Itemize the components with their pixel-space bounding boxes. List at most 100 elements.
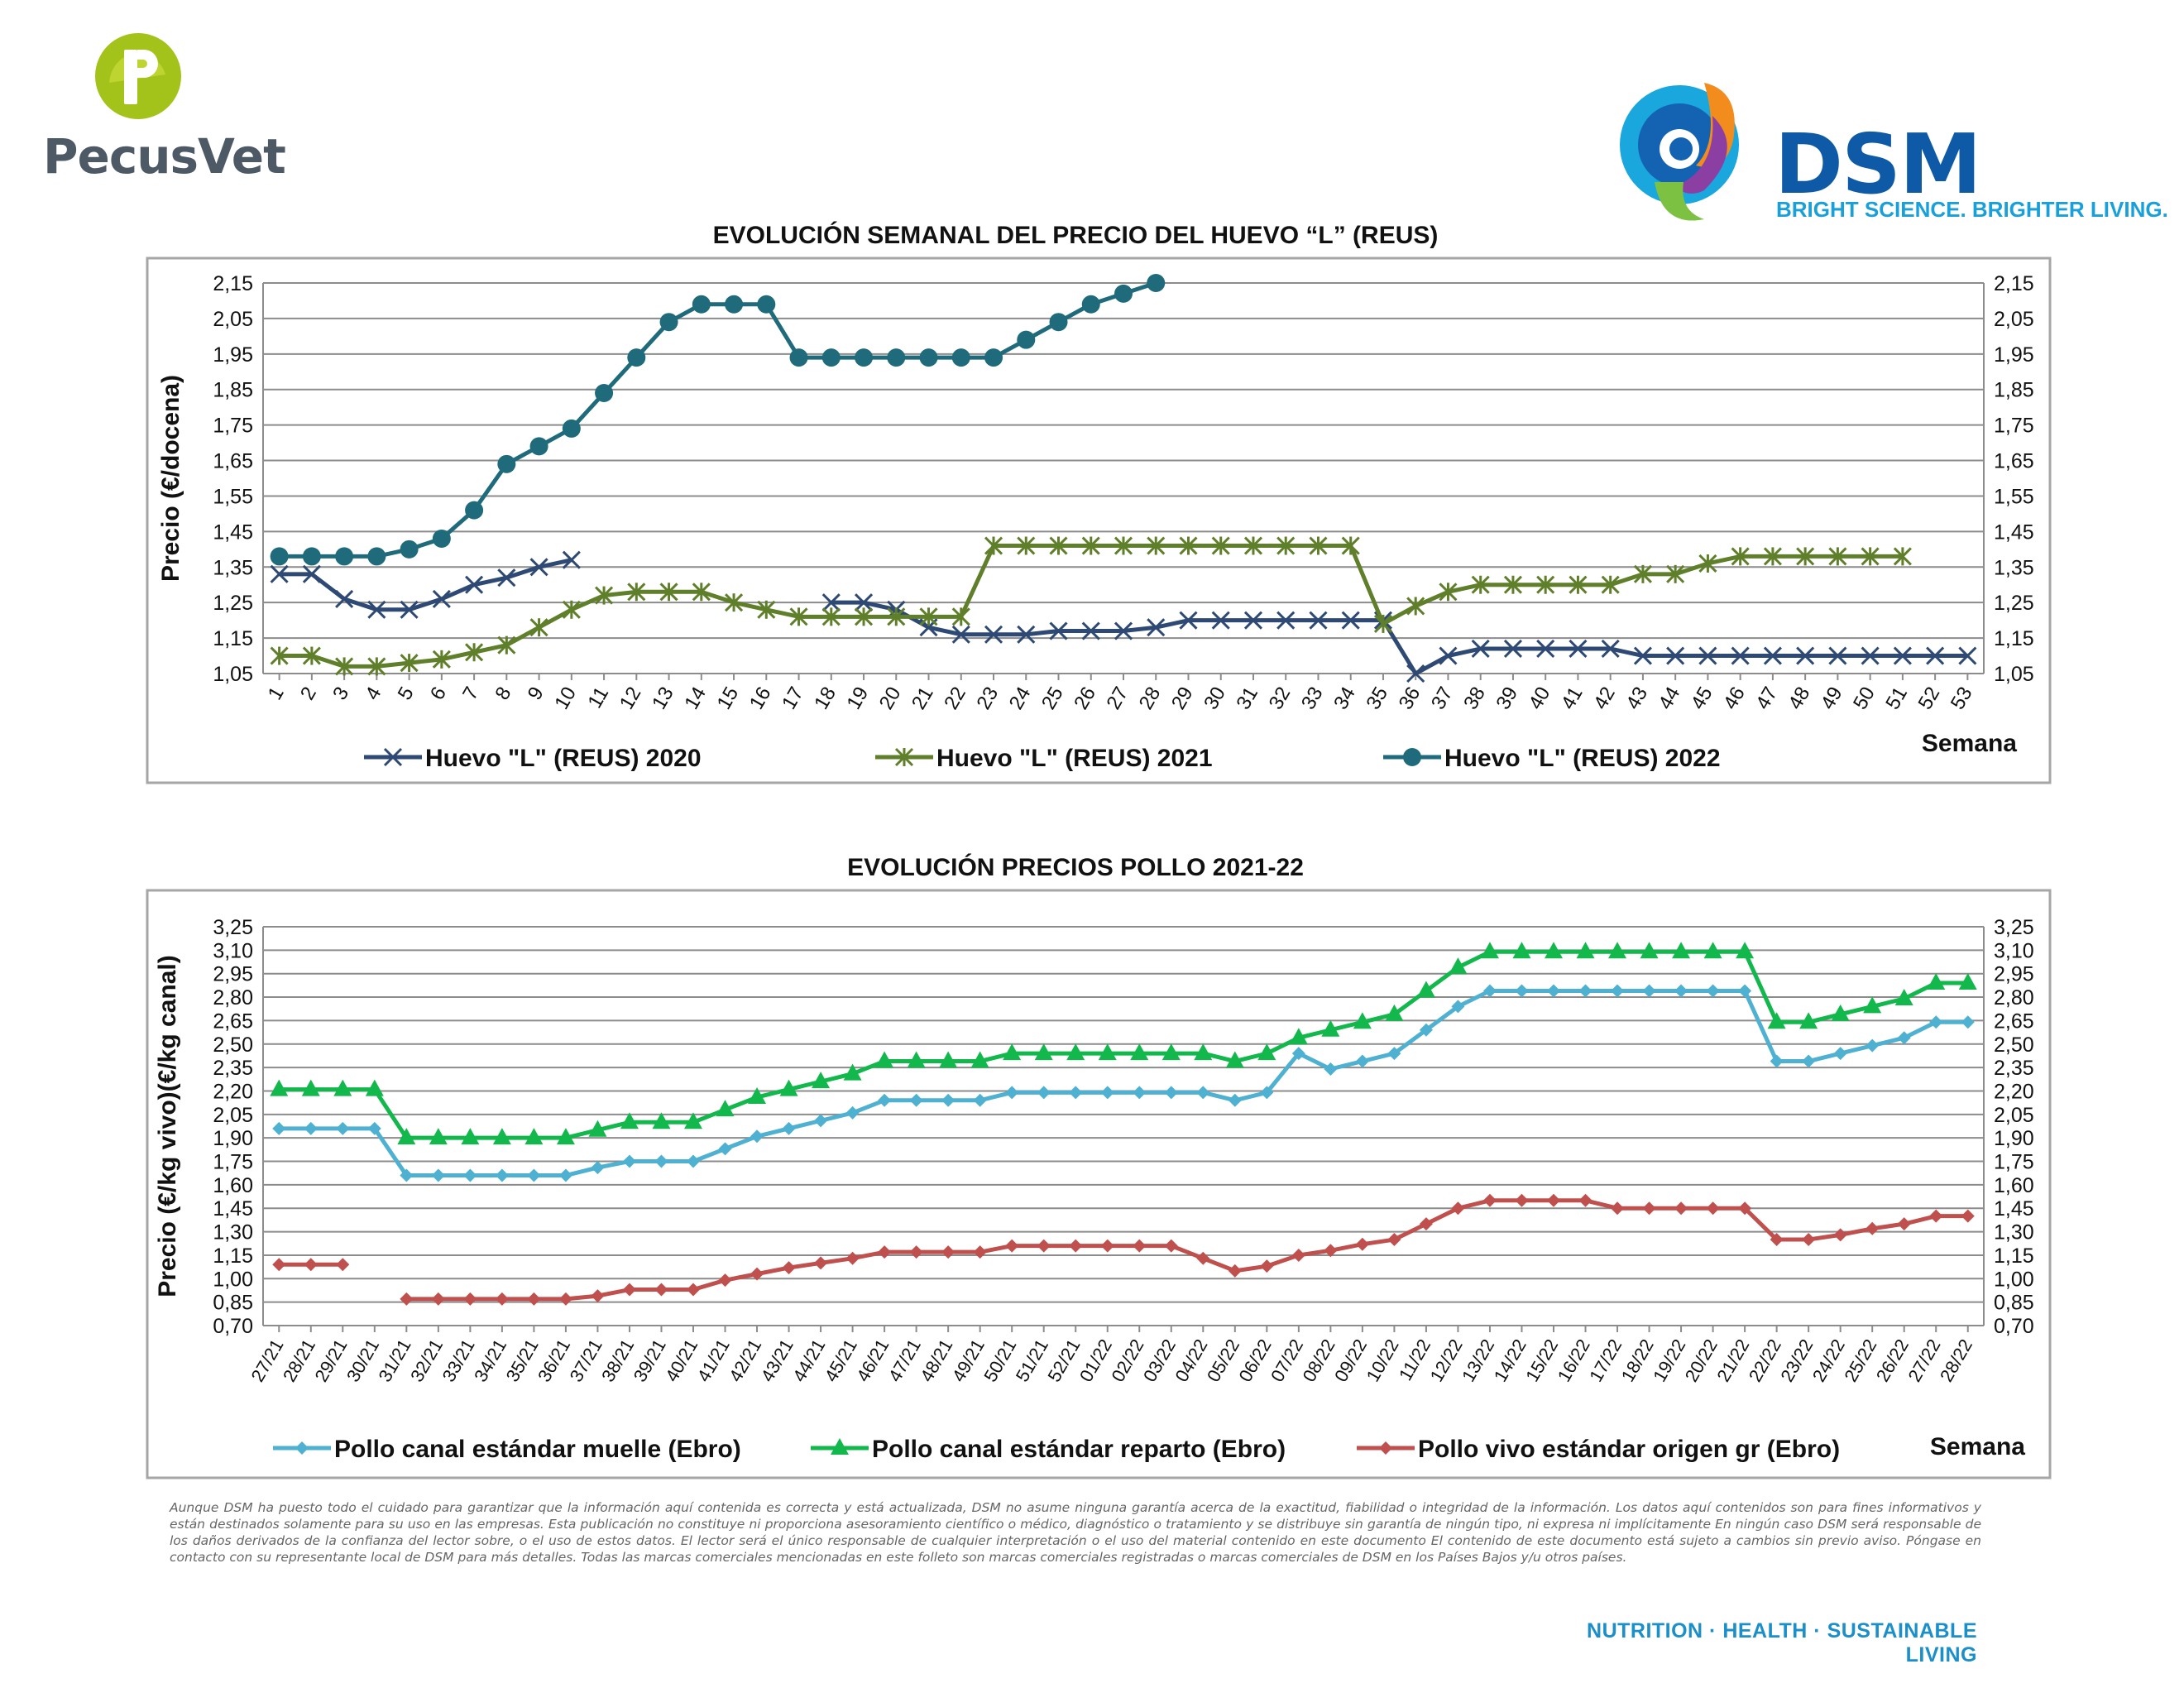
egg-point [1439,583,1458,602]
egg-point [562,419,581,438]
egg-legend-label: Huevo "L" (REUS) 2020 [425,745,702,772]
chicken-point [1228,1093,1242,1107]
chicken-point [1196,1251,1210,1265]
egg-legend-marker [1403,748,1421,766]
egg-ytick-left: 1,75 [213,415,253,438]
egg-ytick-right: 1,85 [1994,379,2034,402]
egg-ytick-right: 1,15 [1994,627,2034,650]
chicken-ytick-right: 2,50 [1994,1033,2034,1057]
egg-point [465,643,484,662]
egg-chart-title: EVOLUCIÓN SEMANAL DEL PRECIO DEL HUEVO “… [712,222,1439,249]
chicken-point [495,1168,509,1182]
chicken-point [750,1129,764,1144]
egg-point [562,550,581,569]
chicken-point [492,1128,511,1145]
egg-ytick-left: 2,05 [213,308,253,331]
egg-point [1731,547,1750,566]
chicken-point [1037,1239,1051,1253]
chicken-point [1738,984,1752,998]
chicken-point [527,1168,541,1182]
egg-point [432,650,451,669]
egg-point [595,586,614,605]
egg-point [984,348,1003,367]
egg-ytick-right: 2,05 [1994,308,2034,331]
chicken-ytick-right: 2,35 [1994,1057,2034,1080]
egg-ytick-right: 1,35 [1994,556,2034,579]
egg-point [1569,575,1588,594]
chicken-point [1863,996,1882,1014]
egg-point [1796,646,1815,665]
chicken-legend-marker [831,1438,849,1455]
egg-point [659,313,678,332]
egg-point [821,348,841,367]
chicken-ytick-right: 1,75 [1994,1151,2034,1174]
egg-series-line [831,600,1968,676]
chicken-ytick-right: 1,90 [1994,1127,2034,1150]
chicken-point [1194,1043,1213,1061]
egg-series-line [279,558,572,612]
chicken-point [272,1121,286,1135]
chicken-point [750,1267,764,1281]
chicken-point [1515,984,1529,998]
chicken-point [1894,988,1913,1005]
chicken-point [463,1168,477,1182]
egg-point [1601,639,1620,659]
disclaimer-text: Aunque DSM ha puesto todo el cuidado par… [170,1500,1981,1565]
chicken-point [463,1292,477,1306]
egg-point [1471,575,1490,594]
egg-ytick-left: 2,15 [213,272,253,295]
chicken-point [270,1079,289,1096]
chicken-xlabel: Semana [1930,1433,2025,1460]
chicken-point [622,1283,636,1297]
chicken-point [782,1121,796,1135]
chicken-point [812,1072,831,1089]
chicken-point [1833,1047,1847,1061]
chicken-point [1003,1043,1022,1061]
chicken-point [461,1128,480,1145]
egg-point [335,547,354,566]
chicken-legend-marker [295,1441,309,1455]
egg-ytick-left: 1,95 [213,343,253,367]
chicken-point [973,1245,987,1259]
chicken-ytick-left: 2,35 [213,1057,253,1080]
egg-point [1081,621,1100,640]
dsm-swirl-icon [1620,83,1739,221]
egg-point [400,539,419,559]
chicken-ytick-left: 1,60 [213,1174,253,1197]
egg-point [919,348,938,367]
egg-point [1049,536,1068,555]
egg-point [1536,639,1555,659]
chicken-point [1291,1047,1305,1061]
chicken-point [1642,1201,1656,1216]
chicken-ytick-left: 1,30 [213,1221,253,1244]
chicken-point [1802,1054,1816,1068]
egg-point [465,575,484,594]
chicken-point [1164,1086,1178,1100]
chicken-point [1324,1062,1338,1077]
chicken-point [400,1168,414,1182]
chicken-legend-item-0: Pollo canal estándar muelle (Ebro) [273,1436,741,1463]
chicken-point [1034,1043,1053,1061]
chicken-ytick-left: 1,90 [213,1127,253,1150]
egg-point [1179,536,1198,555]
chicken-ytick-left: 1,45 [213,1197,253,1220]
egg-point [1243,536,1263,555]
chicken-legend-item-1: Pollo canal estándar reparto (Ebro) [811,1436,1286,1463]
chicken-ylabel: Precio (€/kg vivo)(€/kg canal) [154,955,181,1297]
chicken-point [1578,1193,1592,1207]
chicken-ytick-left: 2,50 [213,1033,253,1057]
chicken-point [878,1093,892,1107]
pecusvet-logo: PecusVet [43,33,286,190]
egg-legend-item-0: Huevo "L" (REUS) 2020 [364,745,702,772]
chicken-point [400,1292,414,1306]
egg-point [951,348,970,367]
egg-point [1017,536,1036,555]
egg-point [302,646,321,665]
chicken-point [558,1168,572,1182]
chicken-point [1291,1248,1305,1262]
egg-point [1503,639,1523,659]
egg-point [789,607,808,626]
chicken-legend-marker [1379,1441,1392,1455]
egg-point [951,607,970,626]
egg-series-1 [270,536,1912,676]
